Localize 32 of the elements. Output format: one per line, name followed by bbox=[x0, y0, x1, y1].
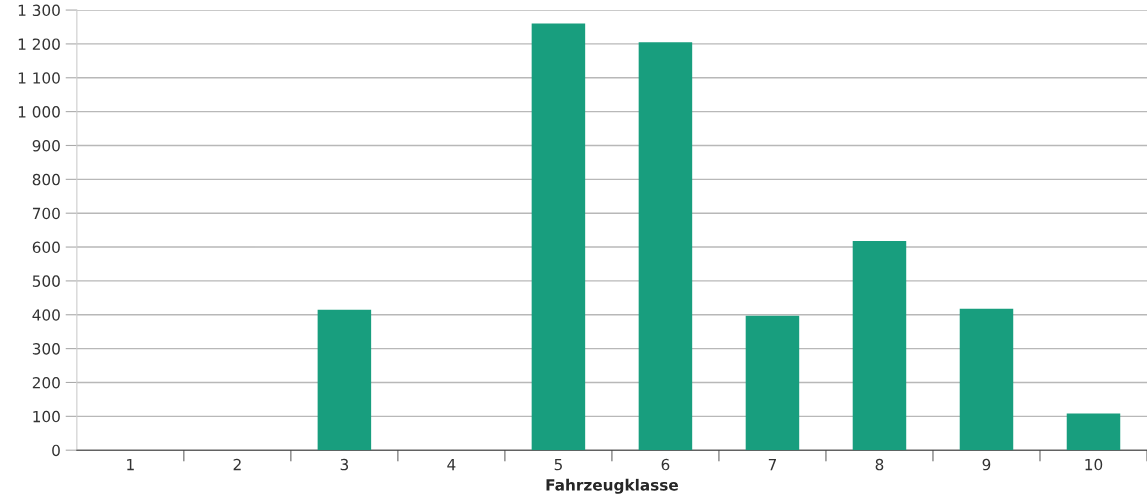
bar bbox=[638, 42, 693, 451]
x-tick-label: 5 bbox=[554, 458, 562, 471]
bar bbox=[1066, 413, 1121, 451]
x-tick-label: 8 bbox=[875, 458, 884, 471]
y-tick-label: 500 bbox=[32, 275, 60, 287]
bar bbox=[317, 309, 372, 451]
x-tick-label: 10 bbox=[1085, 458, 1103, 471]
x-axis-title: Fahrzeugklasse bbox=[546, 478, 678, 494]
x-tick-label: 4 bbox=[447, 458, 456, 471]
y-tick-label: 300 bbox=[32, 343, 60, 355]
x-tick-label: 9 bbox=[982, 458, 991, 471]
x-tick-label: 3 bbox=[340, 458, 349, 471]
y-tick-label: 0 bbox=[52, 444, 60, 457]
y-tick-label: 1 000 bbox=[18, 106, 60, 118]
y-tick-label: 1 300 bbox=[18, 4, 60, 17]
y-tick-label: 700 bbox=[32, 207, 60, 220]
y-tick-label: 1 100 bbox=[18, 72, 60, 84]
y-tick-label: 400 bbox=[32, 309, 60, 321]
x-tick-label: 1 bbox=[127, 458, 134, 471]
y-tick-label: 800 bbox=[32, 173, 60, 186]
y-tick-label: 100 bbox=[33, 410, 60, 423]
x-tick-label: 7 bbox=[768, 458, 776, 471]
bar bbox=[852, 240, 907, 451]
y-tick-label: 200 bbox=[32, 376, 60, 389]
bar bbox=[745, 315, 800, 451]
bar bbox=[531, 23, 586, 451]
y-tick-label: 600 bbox=[32, 241, 60, 254]
x-tick-label: 2 bbox=[233, 458, 241, 471]
y-tick-label: 1 200 bbox=[18, 38, 60, 50]
y-tick-label: 900 bbox=[32, 139, 60, 152]
x-tick-label: 6 bbox=[661, 458, 670, 471]
bar bbox=[959, 308, 1014, 451]
